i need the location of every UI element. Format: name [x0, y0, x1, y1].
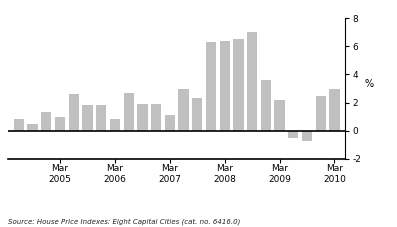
- Bar: [165, 115, 175, 131]
- Bar: [316, 96, 326, 131]
- Bar: [302, 131, 312, 141]
- Y-axis label: %: %: [365, 79, 374, 89]
- Bar: [151, 104, 161, 131]
- Bar: [247, 32, 257, 131]
- Bar: [178, 89, 189, 131]
- Bar: [96, 105, 106, 131]
- Bar: [82, 105, 93, 131]
- Bar: [288, 131, 299, 138]
- Bar: [69, 94, 79, 131]
- Bar: [329, 89, 339, 131]
- Bar: [233, 39, 243, 131]
- Bar: [192, 98, 202, 131]
- Bar: [123, 93, 134, 131]
- Bar: [206, 42, 216, 131]
- Bar: [55, 117, 65, 131]
- Bar: [41, 112, 52, 131]
- Text: Source: House Price Indexes: Eight Capital Cities (cat. no. 6416.0): Source: House Price Indexes: Eight Capit…: [8, 218, 240, 225]
- Bar: [274, 100, 285, 131]
- Bar: [110, 119, 120, 131]
- Bar: [261, 80, 271, 131]
- Bar: [137, 104, 148, 131]
- Bar: [14, 119, 24, 131]
- Bar: [27, 124, 38, 131]
- Bar: [220, 41, 230, 131]
